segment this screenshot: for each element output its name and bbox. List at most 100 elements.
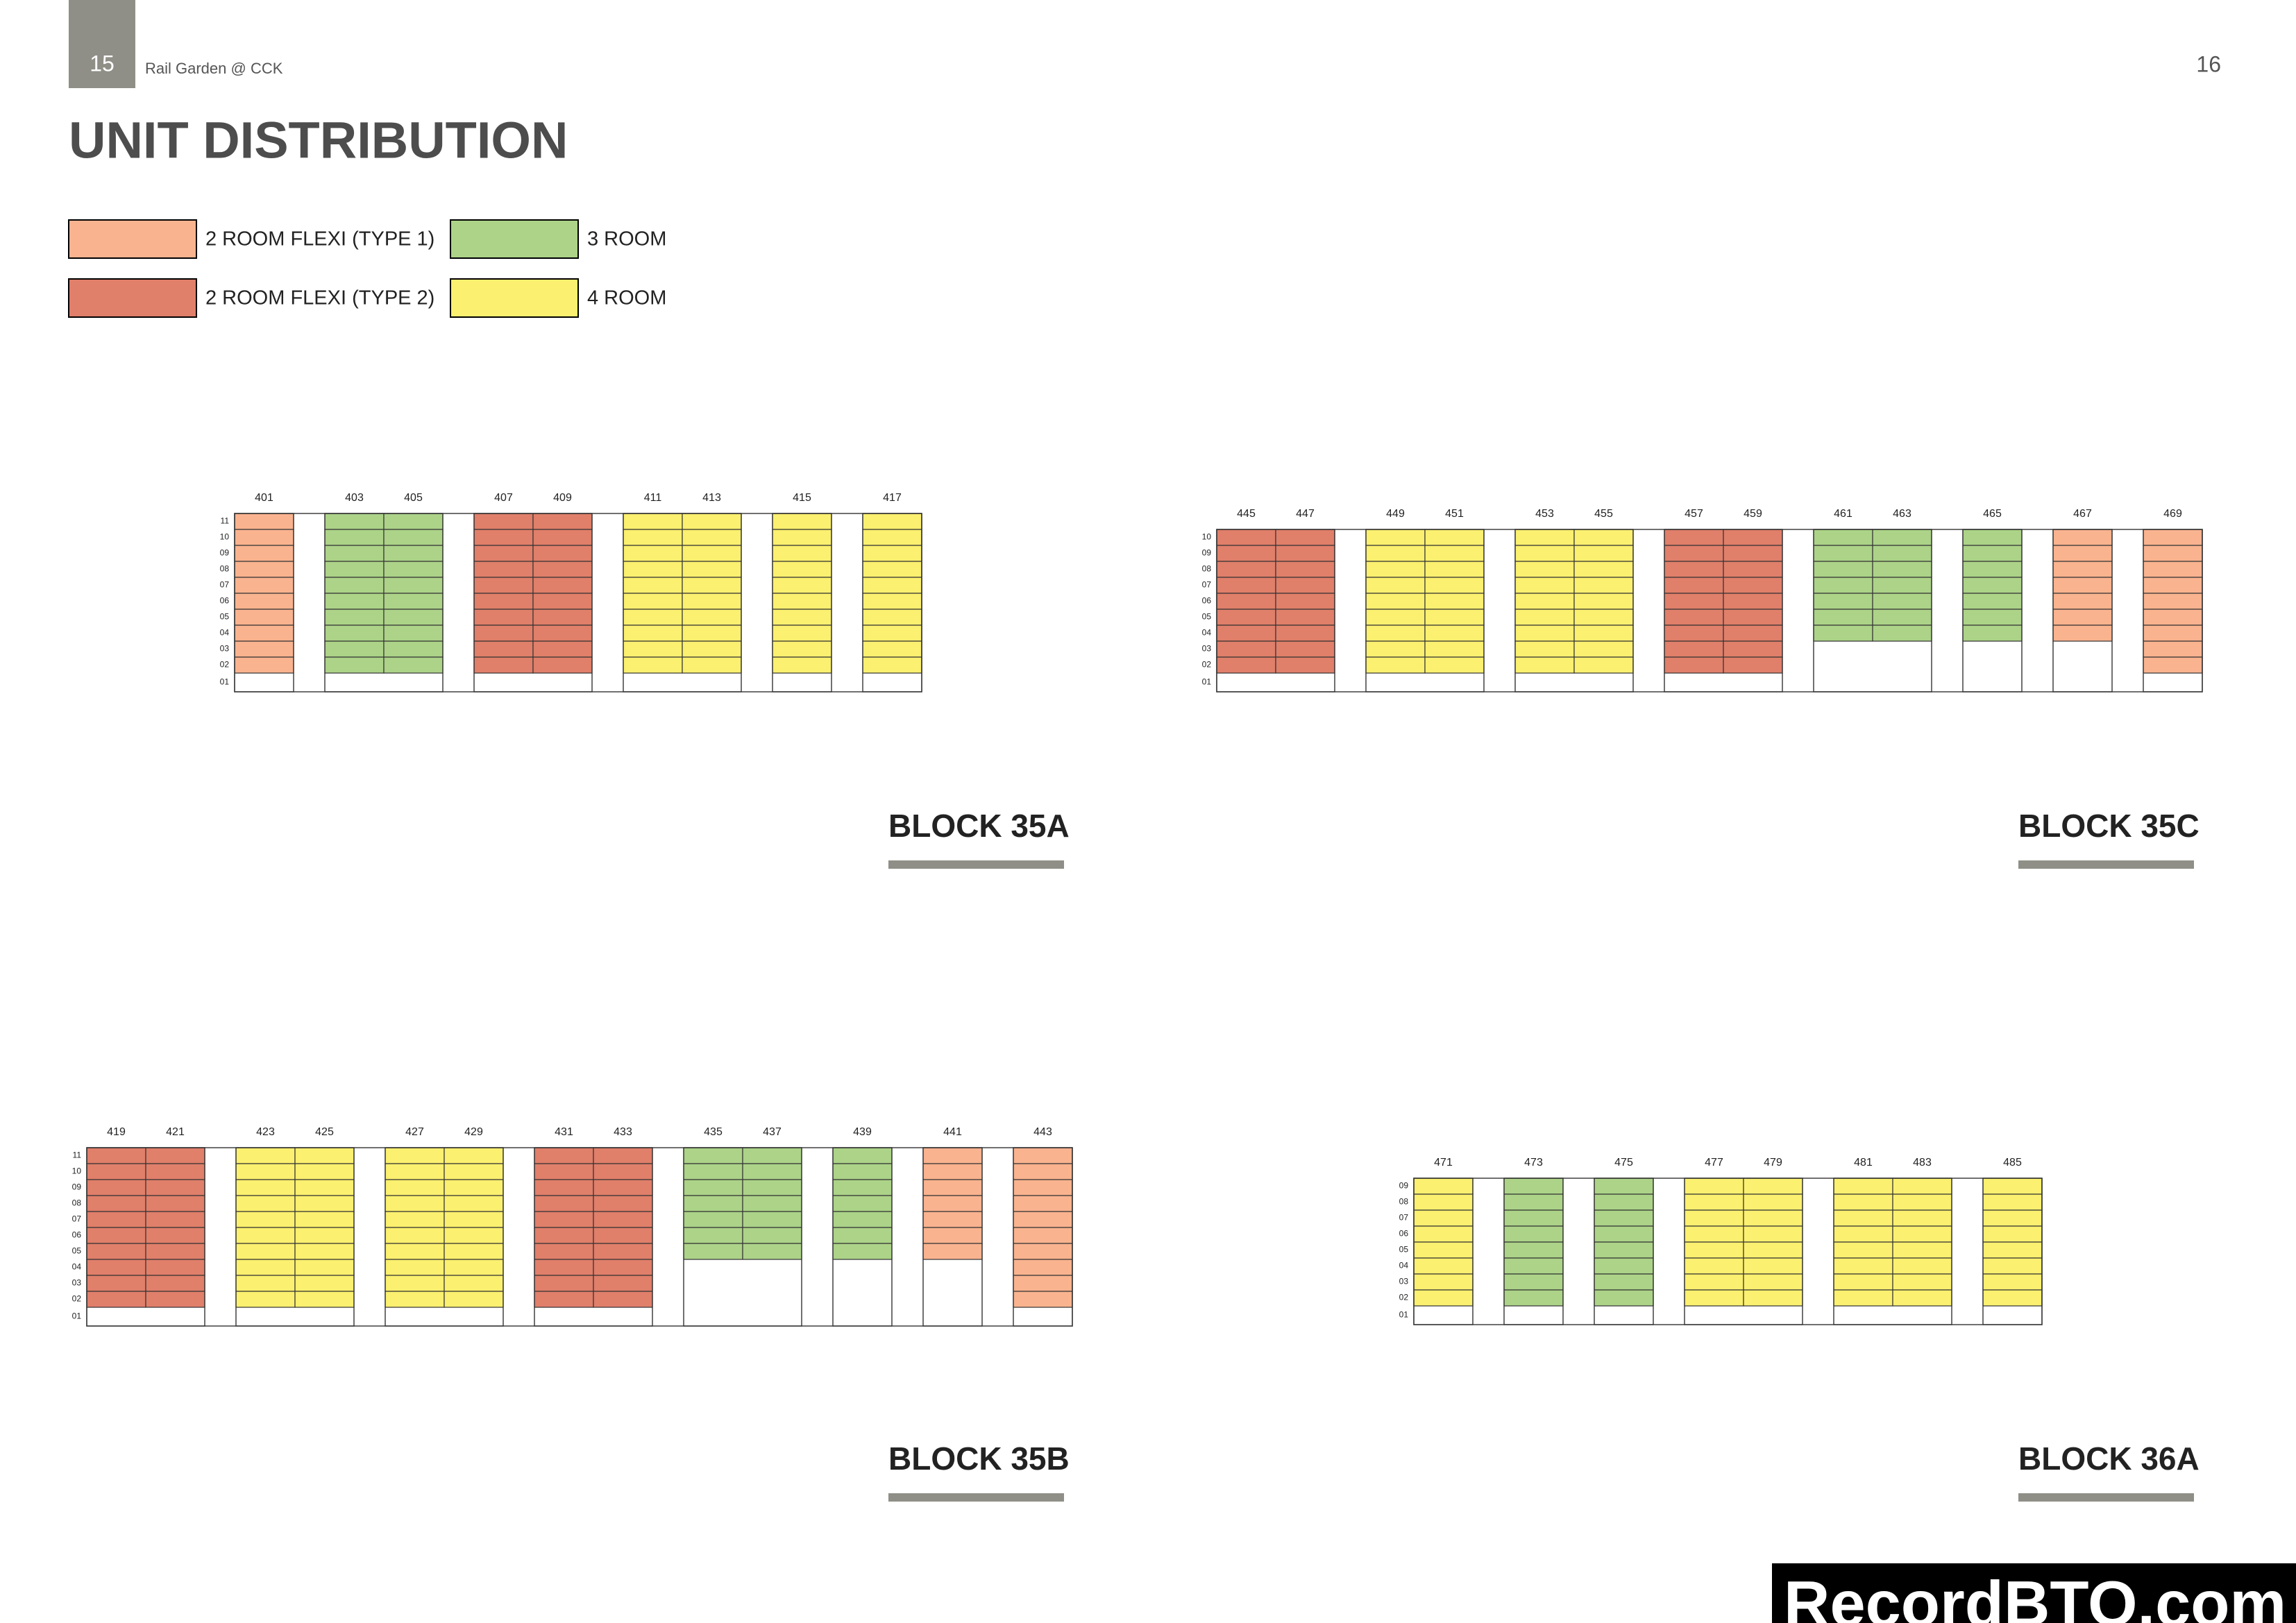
- unit-cell: [1982, 1289, 2043, 1307]
- unit-cell: [1743, 1289, 1803, 1307]
- unit-cell: [1664, 593, 1724, 610]
- unit-cell: [1413, 1178, 1474, 1195]
- floor-label: 03: [220, 644, 230, 654]
- unit-label: 427: [405, 1126, 424, 1138]
- floor-label: 07: [220, 580, 230, 590]
- unit-cell: [1833, 1193, 1893, 1211]
- unit-label: 441: [943, 1126, 962, 1138]
- floor-label: 06: [1202, 596, 1212, 606]
- unit-cell: [145, 1275, 205, 1292]
- unit-cell: [86, 1259, 146, 1276]
- unit-cell: [1723, 545, 1783, 562]
- floor-label: 01: [72, 1311, 82, 1321]
- unit-cell: [534, 1259, 594, 1276]
- unit-cell: [772, 624, 832, 642]
- unit-cell: [1514, 640, 1575, 658]
- unit-cell: [385, 1211, 445, 1228]
- unit-cell: [1594, 1209, 1654, 1227]
- unit-cell: [532, 624, 593, 642]
- floor-label: 02: [1399, 1293, 1409, 1302]
- unit-cell: [534, 1163, 594, 1180]
- floor-label: 02: [1202, 660, 1212, 670]
- unit-cell: [1872, 624, 1932, 642]
- unit-cell: [1013, 1243, 1073, 1260]
- unit-cell: [772, 545, 832, 562]
- unit-cell: [623, 656, 683, 674]
- unit-cell: [742, 1227, 802, 1244]
- unit-cell: [235, 1195, 296, 1212]
- unit-cell: [862, 545, 922, 562]
- unit-cell: [1503, 1193, 1564, 1211]
- unit-cell: [86, 1147, 146, 1164]
- unit-cell: [593, 1227, 653, 1244]
- unit-cell: [1013, 1211, 1073, 1228]
- unit-cell: [1833, 1257, 1893, 1275]
- unit-cell: [1365, 656, 1426, 674]
- unit-cell: [1813, 609, 1873, 626]
- unit-cell: [1573, 609, 1634, 626]
- unit-cell: [294, 1227, 355, 1244]
- unit-cell: [385, 1163, 445, 1180]
- unit-cell: [683, 1195, 743, 1212]
- unit-label: 467: [2073, 508, 2092, 520]
- unit-label: 437: [763, 1126, 782, 1138]
- unit-cell: [444, 1211, 504, 1228]
- unit-cell: [235, 1163, 296, 1180]
- unit-cell: [383, 545, 444, 562]
- unit-cell: [593, 1243, 653, 1260]
- unit-cell: [683, 1179, 743, 1196]
- unit-cell: [235, 1275, 296, 1292]
- floor-label: 06: [72, 1230, 82, 1240]
- project-name: Rail Garden @ CCK: [145, 60, 283, 77]
- unit-cell: [1503, 1257, 1564, 1275]
- unit-cell: [1684, 1289, 1744, 1307]
- unit-cell: [1892, 1209, 1952, 1227]
- unit-cell: [1216, 561, 1276, 578]
- unit-cell: [145, 1163, 205, 1180]
- unit-label: 439: [853, 1126, 872, 1138]
- floor-label: 09: [1202, 548, 1212, 558]
- unit-cell: [1664, 609, 1724, 626]
- unit-cell: [1514, 577, 1575, 594]
- unit-label: 443: [1033, 1126, 1052, 1138]
- unit-cell: [473, 561, 534, 578]
- unit-cell: [1424, 656, 1485, 674]
- unit-cell: [1872, 545, 1932, 562]
- unit-cell: [294, 1147, 355, 1164]
- unit-cell: [473, 640, 534, 658]
- unit-cell: [1723, 656, 1783, 674]
- unit-cell: [1743, 1178, 1803, 1195]
- floor-label: 03: [1202, 644, 1212, 654]
- unit-cell: [1723, 593, 1783, 610]
- unit-cell: [444, 1275, 504, 1292]
- unit-cell: [532, 513, 593, 530]
- unit-cell: [1872, 561, 1932, 578]
- unit-cell: [86, 1243, 146, 1260]
- unit-cell: [2052, 529, 2113, 546]
- unit-cell: [2143, 640, 2203, 658]
- block-underline: [2018, 1493, 2194, 1502]
- unit-cell: [1216, 656, 1276, 674]
- unit-cell: [682, 577, 742, 594]
- unit-cell: [1892, 1193, 1952, 1211]
- unit-cell: [1594, 1257, 1654, 1275]
- unit-label: 431: [555, 1126, 573, 1138]
- unit-cell: [383, 624, 444, 642]
- unit-cell: [1275, 593, 1335, 610]
- block-name: BLOCK 36A: [2018, 1441, 2200, 1477]
- unit-cell: [1664, 577, 1724, 594]
- unit-cell: [1872, 577, 1932, 594]
- unit-cell: [1684, 1241, 1744, 1259]
- unit-cell: [1892, 1225, 1952, 1243]
- unit-cell: [444, 1259, 504, 1276]
- unit-cell: [2143, 561, 2203, 578]
- unit-cell: [1413, 1193, 1474, 1211]
- unit-cell: [385, 1259, 445, 1276]
- unit-cell: [862, 656, 922, 674]
- unit-cell: [534, 1211, 594, 1228]
- page-tab: [69, 0, 135, 88]
- unit-cell: [385, 1275, 445, 1292]
- unit-cell: [623, 593, 683, 610]
- unit-cell: [1892, 1289, 1952, 1307]
- unit-cell: [1962, 624, 2023, 642]
